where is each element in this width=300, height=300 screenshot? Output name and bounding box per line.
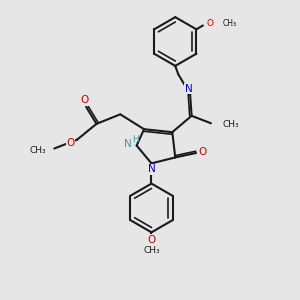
Text: H: H	[132, 134, 139, 143]
Text: O: O	[67, 138, 75, 148]
Text: N: N	[148, 164, 156, 174]
Text: N: N	[185, 84, 193, 94]
Text: CH₃: CH₃	[222, 120, 239, 129]
Text: CH₃: CH₃	[143, 246, 160, 255]
Text: CH₃: CH₃	[29, 146, 46, 155]
Text: O: O	[147, 235, 156, 245]
Text: O: O	[80, 95, 89, 105]
Text: O: O	[207, 19, 214, 28]
Text: CH₃: CH₃	[223, 19, 237, 28]
Text: O: O	[198, 147, 206, 157]
Text: N: N	[124, 139, 132, 149]
